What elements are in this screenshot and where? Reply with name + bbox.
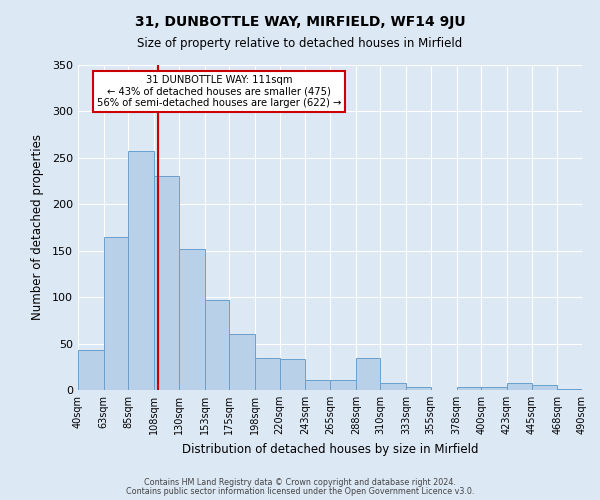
Bar — [557, 389, 582, 390]
Bar — [179, 249, 205, 390]
Text: 31, DUNBOTTLE WAY, MIRFIELD, WF14 9JU: 31, DUNBOTTLE WAY, MIRFIELD, WF14 9JU — [134, 15, 466, 29]
Bar — [229, 334, 255, 390]
Bar — [507, 382, 532, 390]
Bar — [330, 380, 356, 390]
Bar — [305, 380, 330, 390]
Bar — [406, 387, 431, 390]
Bar — [154, 176, 179, 390]
Bar — [128, 152, 154, 390]
Bar — [457, 387, 481, 390]
Bar — [104, 237, 128, 390]
Bar — [280, 360, 305, 390]
Text: Contains HM Land Registry data © Crown copyright and database right 2024.: Contains HM Land Registry data © Crown c… — [144, 478, 456, 487]
Bar — [481, 387, 507, 390]
Bar — [532, 386, 557, 390]
Text: Size of property relative to detached houses in Mirfield: Size of property relative to detached ho… — [137, 38, 463, 51]
Y-axis label: Number of detached properties: Number of detached properties — [31, 134, 44, 320]
Bar — [356, 358, 380, 390]
Text: 31 DUNBOTTLE WAY: 111sqm
← 43% of detached houses are smaller (475)
56% of semi-: 31 DUNBOTTLE WAY: 111sqm ← 43% of detach… — [97, 74, 341, 108]
Bar — [78, 350, 104, 390]
X-axis label: Distribution of detached houses by size in Mirfield: Distribution of detached houses by size … — [182, 442, 478, 456]
Bar — [255, 358, 280, 390]
Bar — [380, 382, 406, 390]
Bar — [205, 300, 229, 390]
Text: Contains public sector information licensed under the Open Government Licence v3: Contains public sector information licen… — [126, 486, 474, 496]
